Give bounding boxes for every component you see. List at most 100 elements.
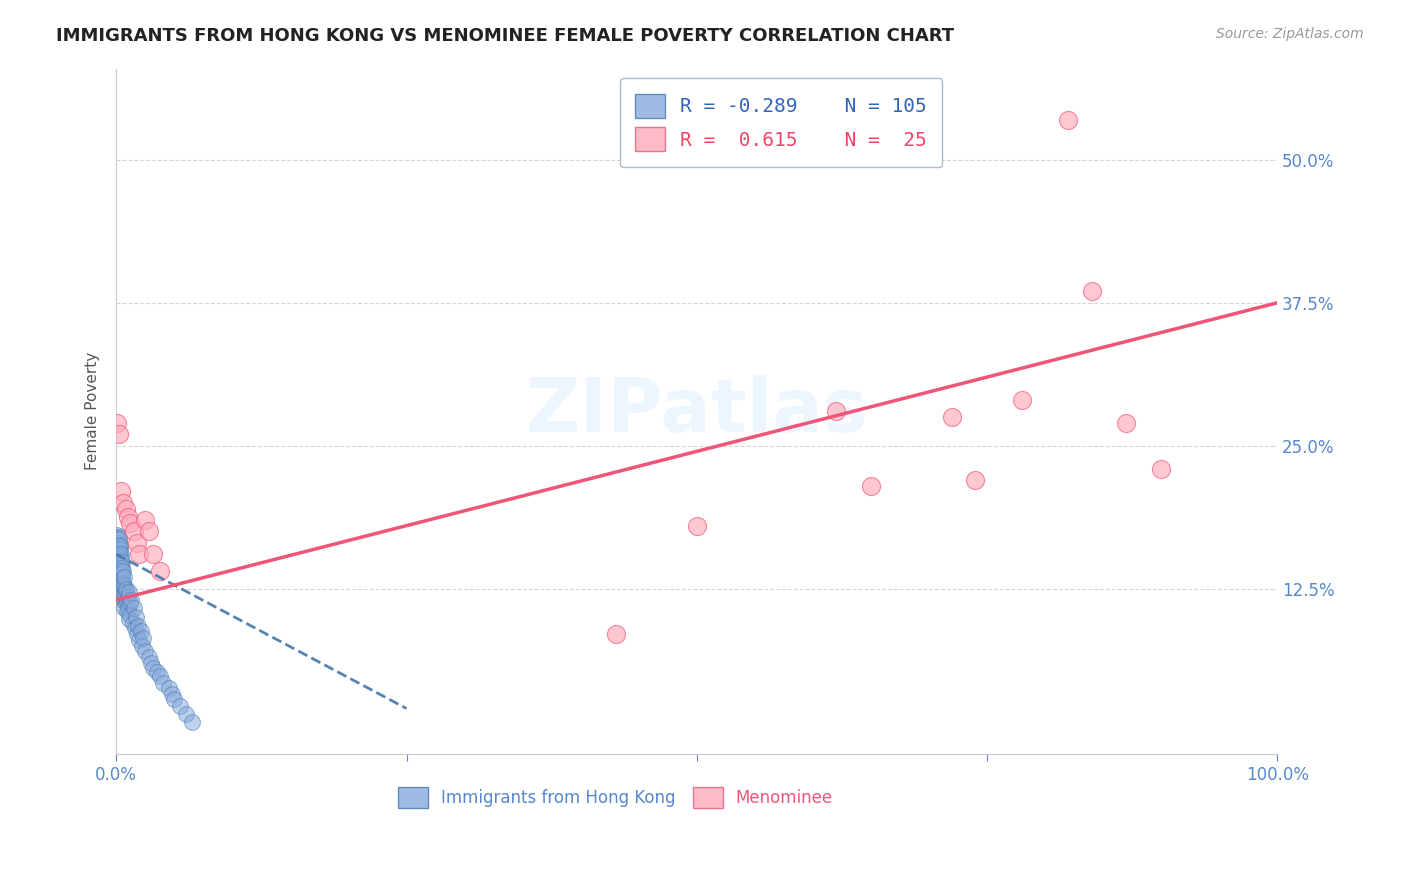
Point bbox=[114, 585, 136, 599]
Y-axis label: Female Poverty: Female Poverty bbox=[86, 352, 100, 470]
Point bbox=[107, 565, 129, 579]
Point bbox=[107, 536, 129, 550]
Point bbox=[107, 543, 129, 558]
Point bbox=[160, 687, 183, 701]
Point bbox=[149, 565, 172, 579]
Text: Source: ZipAtlas.com: Source: ZipAtlas.com bbox=[1216, 27, 1364, 41]
Point bbox=[107, 538, 129, 552]
Point bbox=[108, 555, 131, 569]
Point bbox=[111, 555, 134, 569]
Point bbox=[112, 565, 135, 579]
Point bbox=[157, 681, 180, 695]
Point bbox=[605, 627, 627, 641]
Point bbox=[112, 593, 135, 607]
Point bbox=[107, 533, 129, 547]
Point bbox=[128, 547, 150, 561]
Point bbox=[108, 550, 131, 565]
Point bbox=[149, 669, 172, 683]
Point bbox=[107, 553, 129, 567]
Point bbox=[118, 612, 141, 626]
Point bbox=[107, 553, 129, 567]
Point bbox=[107, 570, 129, 584]
Point bbox=[117, 590, 139, 604]
Point bbox=[125, 610, 148, 624]
Point bbox=[107, 416, 129, 430]
Point bbox=[180, 715, 202, 730]
Point bbox=[115, 593, 138, 607]
Point bbox=[108, 570, 131, 584]
Point bbox=[107, 553, 129, 567]
Point bbox=[110, 570, 132, 584]
Point bbox=[110, 484, 132, 499]
Point bbox=[107, 558, 129, 573]
Point bbox=[129, 624, 152, 638]
Point bbox=[115, 604, 138, 618]
Point bbox=[111, 561, 134, 575]
Point bbox=[107, 539, 129, 553]
Point bbox=[121, 615, 143, 630]
Point bbox=[1150, 461, 1173, 475]
Point bbox=[138, 524, 160, 539]
Point bbox=[941, 410, 963, 425]
Point bbox=[108, 541, 131, 556]
Point bbox=[111, 583, 134, 598]
Point bbox=[110, 575, 132, 590]
Point bbox=[108, 575, 131, 590]
Point bbox=[131, 639, 153, 653]
Point bbox=[118, 585, 141, 599]
Point bbox=[108, 539, 131, 553]
Point bbox=[122, 601, 145, 615]
Point bbox=[112, 575, 135, 590]
Point bbox=[138, 650, 160, 665]
Point bbox=[146, 665, 169, 679]
Point bbox=[120, 516, 142, 531]
Point bbox=[108, 549, 131, 564]
Point bbox=[1011, 392, 1033, 407]
Point bbox=[108, 553, 131, 567]
Point bbox=[107, 547, 129, 561]
Point bbox=[107, 541, 129, 556]
Point bbox=[111, 573, 134, 587]
Point bbox=[107, 547, 129, 561]
Point bbox=[107, 530, 129, 544]
Point bbox=[127, 619, 149, 633]
Point bbox=[134, 513, 156, 527]
Point bbox=[108, 547, 131, 561]
Point bbox=[107, 558, 129, 572]
Point bbox=[108, 555, 131, 569]
Point bbox=[110, 582, 132, 596]
Point bbox=[110, 558, 132, 573]
Point bbox=[107, 530, 129, 544]
Point bbox=[108, 562, 131, 576]
Point bbox=[142, 547, 165, 561]
Point bbox=[142, 661, 165, 675]
Text: ZIPatlas: ZIPatlas bbox=[526, 375, 868, 448]
Point bbox=[107, 555, 129, 569]
Point bbox=[107, 541, 129, 556]
Point bbox=[152, 676, 174, 690]
Point bbox=[124, 622, 146, 636]
Point bbox=[127, 627, 149, 641]
Point bbox=[114, 501, 136, 516]
Point bbox=[110, 547, 132, 561]
Point bbox=[1080, 285, 1102, 299]
Point bbox=[107, 533, 129, 547]
Point bbox=[120, 596, 142, 610]
Point bbox=[111, 590, 134, 604]
Point bbox=[965, 473, 987, 487]
Point bbox=[107, 561, 129, 575]
Point bbox=[169, 699, 191, 714]
Point bbox=[111, 578, 134, 592]
Point bbox=[112, 590, 135, 604]
Point bbox=[110, 558, 132, 573]
Point bbox=[110, 553, 132, 567]
Point bbox=[1057, 112, 1080, 127]
Point bbox=[107, 536, 129, 550]
Point bbox=[108, 565, 131, 579]
Point bbox=[107, 565, 129, 579]
Point bbox=[825, 404, 848, 418]
Point bbox=[110, 587, 132, 601]
Point bbox=[859, 478, 882, 492]
Point bbox=[128, 632, 150, 647]
Point bbox=[108, 558, 131, 573]
